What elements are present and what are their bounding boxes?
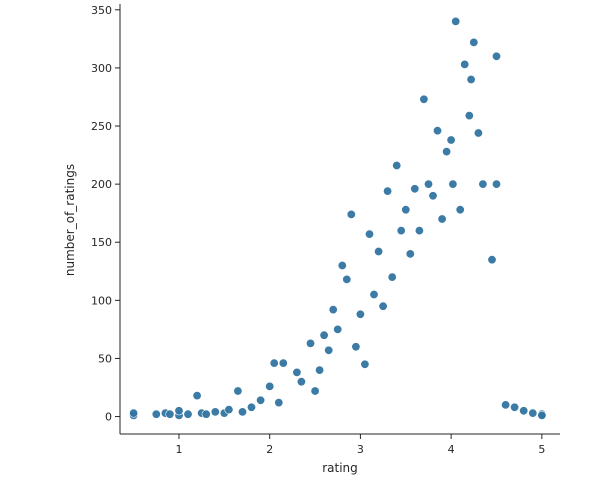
data-point — [360, 359, 370, 369]
data-point — [369, 289, 379, 299]
data-point — [446, 135, 456, 145]
data-point — [528, 408, 538, 418]
data-point — [387, 272, 397, 282]
data-point — [405, 249, 415, 259]
data-point — [383, 186, 393, 196]
data-point — [192, 391, 202, 401]
y-tick-label: 0 — [105, 411, 112, 424]
data-point — [423, 179, 433, 189]
data-point — [419, 94, 429, 104]
data-point — [310, 386, 320, 396]
data-point — [292, 367, 302, 377]
data-point — [337, 260, 347, 270]
data-point — [491, 51, 501, 61]
data-point — [210, 407, 220, 417]
y-tick-label: 250 — [91, 120, 112, 133]
data-point — [174, 406, 184, 416]
data-point — [278, 358, 288, 368]
data-point — [537, 410, 547, 420]
data-point — [401, 205, 411, 215]
y-tick-label: 350 — [91, 4, 112, 17]
data-point — [428, 191, 438, 201]
data-point — [328, 305, 338, 315]
data-point — [473, 128, 483, 138]
y-axis-ticks: 0 50 100 150 200 250 300 350 — [91, 4, 120, 424]
data-point — [201, 409, 211, 419]
data-point — [151, 409, 161, 419]
x-axis-title: rating — [322, 461, 358, 475]
data-point — [351, 342, 361, 352]
data-point — [319, 330, 329, 340]
data-point — [274, 398, 284, 408]
data-point — [392, 161, 402, 171]
data-point — [305, 338, 315, 348]
data-point — [355, 309, 365, 319]
data-point — [432, 126, 442, 136]
data-point — [256, 395, 266, 405]
data-point — [396, 226, 406, 236]
data-point — [478, 179, 488, 189]
data-point — [269, 358, 279, 368]
y-tick-label: 100 — [91, 294, 112, 307]
data-point — [342, 274, 352, 284]
data-point — [451, 16, 461, 26]
data-points — [129, 16, 547, 420]
data-point — [165, 409, 175, 419]
data-point — [129, 408, 139, 418]
y-axis-title: number_of_ratings — [63, 164, 77, 276]
data-point — [265, 381, 275, 391]
x-tick-label: 1 — [175, 443, 182, 456]
data-point — [491, 179, 501, 189]
data-point — [460, 59, 470, 69]
data-point — [324, 345, 334, 355]
data-point — [442, 147, 452, 157]
data-point — [464, 111, 474, 121]
data-point — [437, 214, 447, 224]
data-point — [414, 226, 424, 236]
data-point — [238, 407, 248, 417]
x-tick-label: 2 — [266, 443, 273, 456]
x-axis-ticks: 1 2 3 4 5 — [175, 434, 545, 456]
data-point — [374, 247, 384, 257]
x-tick-label: 3 — [357, 443, 364, 456]
data-point — [466, 75, 476, 85]
y-tick-label: 300 — [91, 62, 112, 75]
data-point — [519, 406, 529, 416]
data-point — [364, 229, 374, 239]
data-point — [333, 324, 343, 334]
data-point — [346, 209, 356, 219]
y-tick-label: 50 — [98, 352, 112, 365]
data-point — [410, 184, 420, 194]
x-tick-label: 5 — [538, 443, 545, 456]
data-point — [448, 179, 458, 189]
y-tick-label: 150 — [91, 236, 112, 249]
data-point — [469, 37, 479, 47]
data-point — [233, 386, 243, 396]
data-point — [501, 400, 511, 410]
data-point — [224, 405, 234, 415]
x-tick-label: 4 — [448, 443, 455, 456]
data-point — [296, 377, 306, 387]
data-point — [378, 301, 388, 311]
data-point — [183, 409, 193, 419]
data-point — [487, 255, 497, 265]
data-point — [247, 402, 257, 412]
y-tick-label: 200 — [91, 178, 112, 191]
data-point — [315, 365, 325, 375]
data-point — [455, 205, 465, 215]
data-point — [510, 402, 520, 412]
